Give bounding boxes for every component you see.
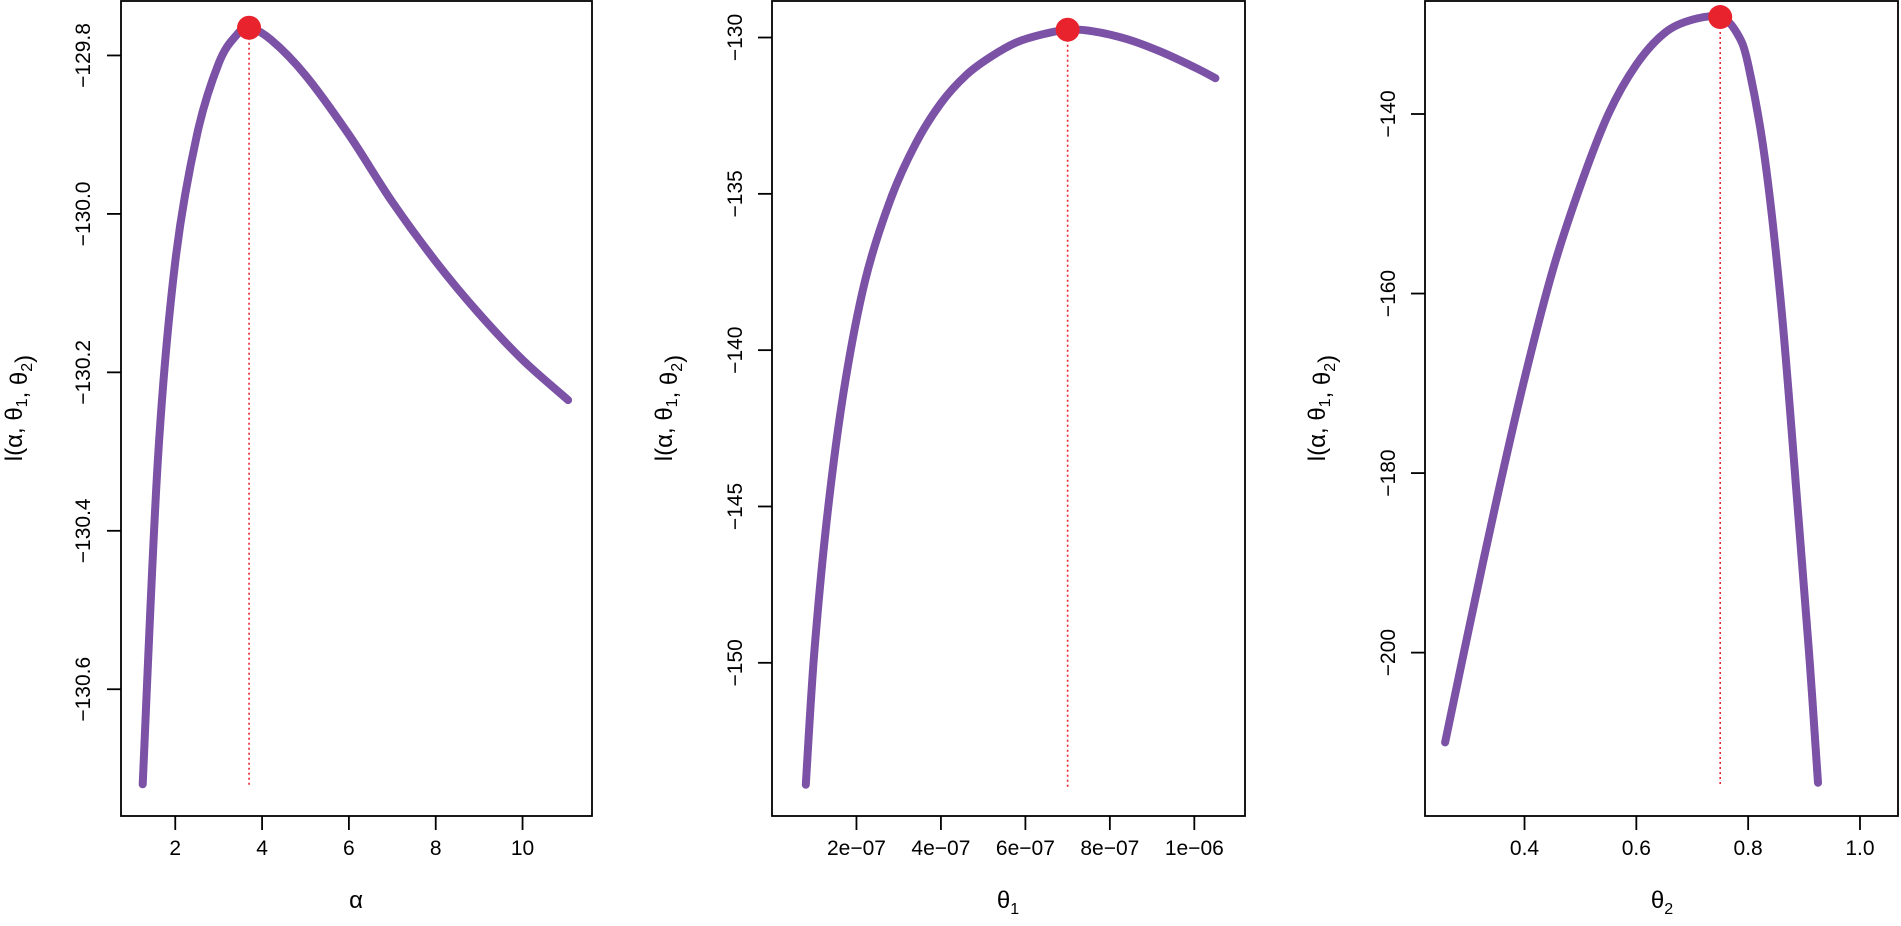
plot-frame	[120, 0, 593, 817]
y-tick-label: −130.2	[72, 340, 95, 405]
y-axis-title: l(α, θ1, θ2)	[651, 355, 688, 461]
y-tick-label: −200	[1377, 629, 1400, 676]
x-tick-label: 1e−06	[1165, 837, 1224, 860]
y-tick-label: −140	[724, 327, 747, 374]
y-tick-label: −135	[724, 170, 747, 217]
x-tick-label: 8	[430, 837, 442, 860]
panel-alpha: 2 4 6 8 10 −129.8 −130.0 −130.2 −130.4 −130.6 l(α,…	[1, 0, 593, 914]
x-tick-label: 4	[256, 837, 268, 860]
panel-theta2: 0.4 0.6 0.8 1.0 −140 −160 −180 −200 l(α, θ1, θ2)…	[1304, 0, 1899, 918]
y-tick-label: −160	[1377, 270, 1400, 317]
y-tick-label: −130.4	[72, 498, 95, 563]
x-tick-label: 6e−07	[996, 837, 1055, 860]
maximum-point	[237, 15, 262, 40]
y-tick-label: −180	[1377, 449, 1400, 496]
x-tick-label: 8e−07	[1080, 837, 1139, 860]
maximum-point	[1055, 17, 1080, 42]
y-axis-title: l(α, θ1, θ2)	[1, 355, 38, 461]
panel-theta1: 2e−07 4e−07 6e−07 8e−07 1e−06 −130 −135 −140 −14…	[651, 0, 1246, 918]
x-tick-label: 0.4	[1510, 837, 1540, 860]
plot-frame	[771, 0, 1246, 817]
likelihood-curve	[801, 25, 1220, 789]
maximum-point	[1708, 5, 1733, 30]
y-tick-label: −150	[724, 639, 747, 686]
x-tick-label: 10	[511, 837, 534, 860]
x-tick-label: 0.6	[1622, 837, 1651, 860]
x-axis-title: θ1	[997, 887, 1019, 918]
y-tick-label: −130	[724, 14, 747, 61]
x-tick-label: 1.0	[1845, 837, 1874, 860]
x-tick-label: 0.8	[1734, 837, 1763, 860]
y-tick-label: −145	[724, 483, 747, 530]
y-tick-label: −130.0	[72, 181, 95, 246]
x-tick-label: 6	[343, 837, 355, 860]
plot-frame	[1424, 0, 1899, 817]
y-axis-title: l(α, θ1, θ2)	[1304, 355, 1341, 461]
likelihood-curve	[1441, 12, 1822, 787]
x-axis-title: α	[349, 887, 363, 914]
likelihood-curve	[138, 23, 573, 789]
x-tick-label: 2	[169, 837, 181, 860]
x-tick-label: 2e−07	[827, 837, 886, 860]
y-tick-label: −140	[1377, 90, 1400, 137]
y-tick-label: −129.8	[72, 23, 95, 88]
y-tick-label: −130.6	[72, 657, 95, 722]
x-axis-title: θ2	[1651, 887, 1673, 918]
x-tick-label: 4e−07	[911, 837, 970, 860]
